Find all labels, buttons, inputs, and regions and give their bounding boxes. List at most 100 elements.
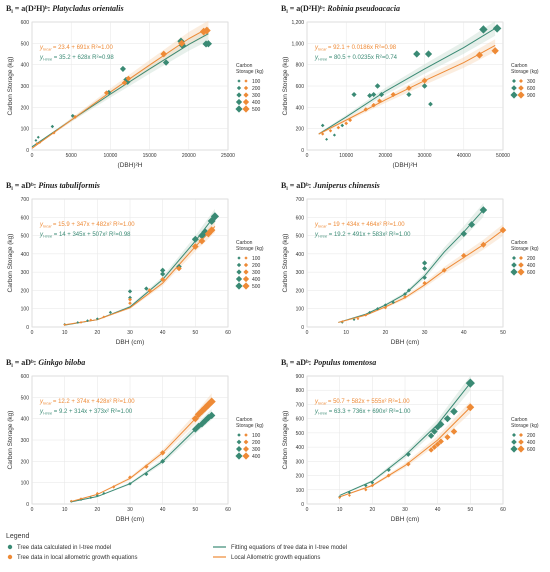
size-legend-marker (243, 92, 249, 98)
x-tick-label: 30 (422, 330, 428, 336)
size-legend-title: Storage (kg) (236, 69, 264, 75)
x-tick-label: 25000 (221, 153, 235, 159)
chart-panel: Bl = aDᵇ: Pinus tabuliformis 0 10 20 30 40 50 6… (6, 181, 264, 346)
size-legend-marker (235, 452, 243, 460)
data-point-local (128, 475, 132, 480)
x-tick-label: 10000 (339, 153, 353, 159)
chart-title: Bl = aDᵇ: Ginkgo biloba (6, 358, 85, 369)
data-point-local (160, 450, 166, 456)
data-point-local (321, 132, 325, 136)
data-point-ltree (210, 212, 220, 221)
x-tick-label: 30 (127, 507, 133, 513)
x-axis-label: (DBH)²H (393, 162, 418, 169)
size-legend-title: Carbon (511, 417, 528, 423)
data-point-local (128, 297, 132, 302)
equation-local: ylocal = 23.4 + 691x R²=1.00 (39, 45, 113, 52)
x-tick-label: 50000 (496, 153, 510, 159)
data-point-local (125, 75, 132, 82)
data-point-ltree (406, 288, 411, 293)
size-legend-marker (510, 91, 518, 99)
y-tick-label: 1,200 (291, 20, 304, 26)
data-point-ltree (368, 310, 372, 314)
size-legend-marker (242, 452, 250, 460)
data-point-ltree (468, 221, 476, 229)
x-tick-label: 20000 (182, 153, 196, 159)
size-legend-marker (236, 439, 242, 445)
equation-ltree: yl-tree = 19.2 + 491x + 583x² R²=1.00 (314, 232, 411, 239)
data-point-ltree (428, 101, 433, 107)
size-legend-marker (236, 269, 242, 275)
size-legend-label: 300 (252, 270, 261, 276)
legend-marker-local-point (7, 554, 13, 560)
x-tick-label: 0 (306, 330, 309, 336)
x-tick-label: 20 (95, 507, 101, 513)
size-legend-label: 100 (252, 79, 261, 85)
x-tick-label: 30 (127, 330, 133, 336)
y-tick-label: 400 (296, 252, 305, 258)
y-tick-label: 100 (296, 488, 305, 494)
size-legend-marker (511, 262, 517, 268)
data-point-local (480, 241, 487, 248)
data-point-local (52, 131, 56, 135)
size-legend-label: 400 (252, 100, 261, 106)
y-axis-label: Carbon Storage (kg) (282, 411, 289, 470)
size-legend-title: Storage (kg) (511, 246, 539, 252)
y-tick-label: 400 (21, 417, 30, 423)
data-point-ltree (386, 467, 391, 473)
y-tick-label: 500 (21, 41, 30, 47)
x-tick-label: 20 (370, 507, 376, 513)
y-tick-label: 800 (296, 63, 305, 69)
size-legend-title: Storage (kg) (511, 69, 539, 75)
x-tick-label: 50 (468, 507, 474, 513)
data-point-local (111, 485, 116, 489)
data-point-ltree (144, 286, 149, 291)
fit-line-local (318, 45, 496, 135)
size-legend-title: Storage (kg) (236, 423, 264, 429)
data-point-local (370, 483, 375, 488)
y-tick-label: 600 (21, 20, 30, 26)
data-point-local (461, 252, 467, 259)
data-point-ltree (374, 83, 381, 89)
y-tick-label: 0 (301, 148, 304, 154)
data-point-ltree (422, 275, 427, 280)
data-point-local (35, 142, 39, 145)
size-legend-marker (519, 256, 523, 260)
data-point-ltree (479, 25, 488, 34)
size-legend-marker (242, 105, 250, 113)
equation-ltree: yl-tree = 63.3 + 736x + 690x² R²=1.00 (314, 409, 411, 416)
y-tick-label: 0 (26, 502, 29, 508)
data-point-ltree (36, 135, 40, 139)
data-point-ltree (198, 420, 206, 428)
size-legend-marker (243, 269, 249, 275)
legend-item: Fitting equations of tree data in I-tree… (231, 545, 347, 551)
size-legend-marker (244, 433, 248, 437)
size-legend-marker (236, 85, 242, 91)
size-legend-marker (235, 282, 243, 290)
data-point-local (348, 494, 351, 497)
size-legend-marker (236, 446, 242, 452)
y-tick-label: 700 (296, 197, 305, 203)
data-point-ltree (102, 491, 106, 495)
data-point-local (89, 318, 93, 322)
data-point-local (198, 237, 206, 245)
equation-ltree: yl-tree = 14 + 345x + 507x² R²=0.98 (39, 232, 131, 239)
size-legend-label: 500 (252, 284, 261, 290)
data-point-ltree (421, 83, 428, 89)
size-legend-marker (236, 262, 242, 268)
size-legend-marker (510, 268, 518, 276)
data-point-ltree (479, 206, 488, 214)
data-point-local (95, 491, 99, 495)
size-legend-marker (510, 445, 518, 453)
y-tick-label: 0 (301, 502, 304, 508)
y-tick-label: 0 (301, 325, 304, 331)
x-axis-label: DBH (cm) (391, 339, 420, 346)
data-point-local (450, 428, 458, 435)
x-tick-label: 0 (31, 507, 34, 513)
data-point-local (348, 118, 353, 123)
size-legend-title: Storage (kg) (511, 423, 539, 429)
data-point-ltree (34, 138, 38, 142)
data-point-local (441, 267, 447, 273)
